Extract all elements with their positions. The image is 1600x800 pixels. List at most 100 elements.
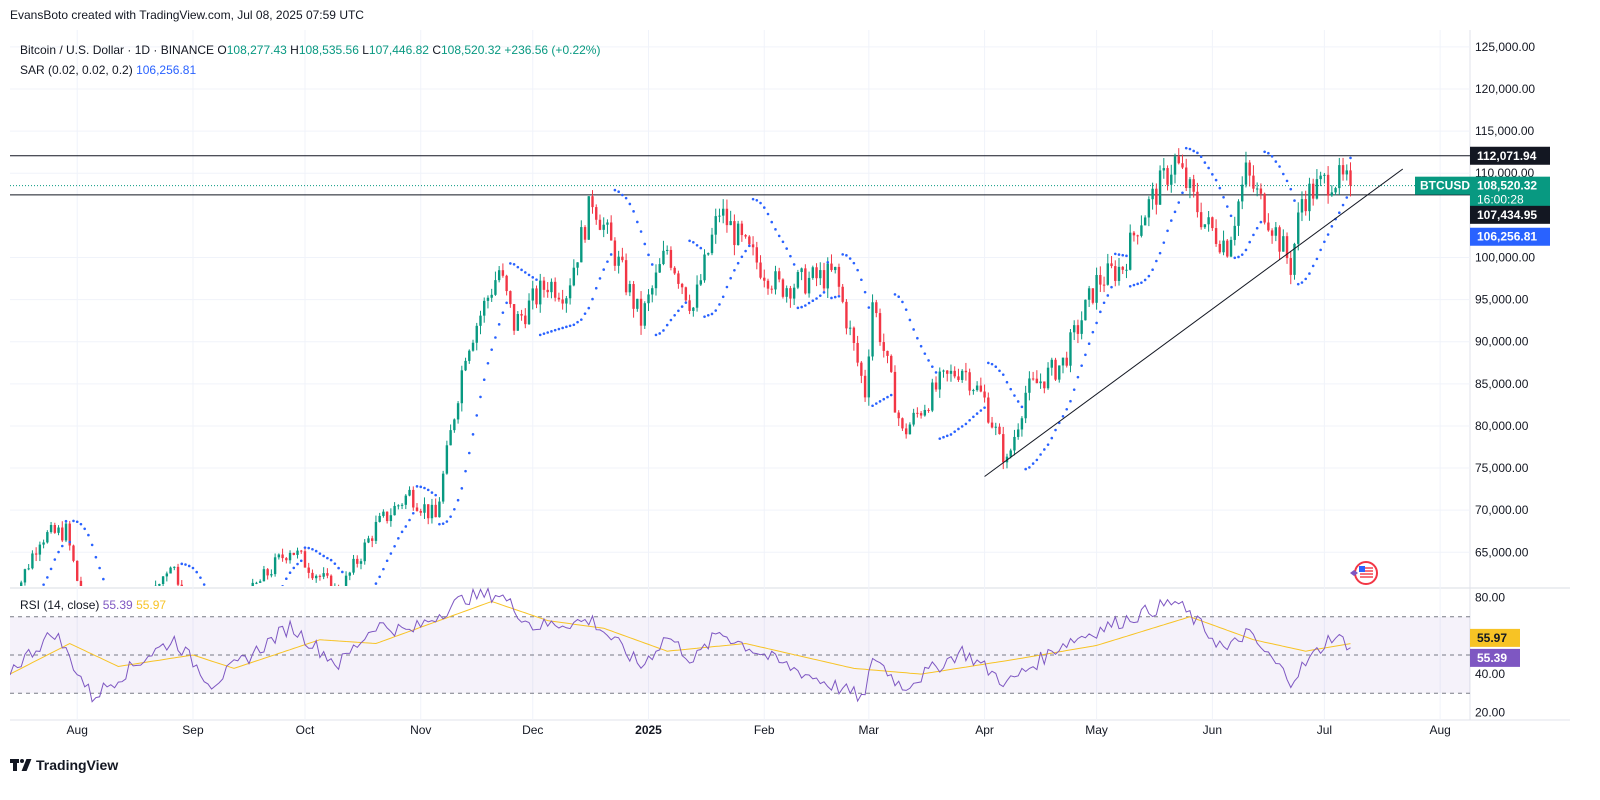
ohlc-close-value: 108,520.32 xyxy=(440,43,502,57)
candle-body xyxy=(987,397,990,423)
rsi-legend[interactable]: RSI (14, close) 55.39 55.97 xyxy=(20,598,166,612)
candle-body xyxy=(871,302,874,357)
sar-dot xyxy=(1039,453,1042,456)
candle-body xyxy=(665,249,669,251)
sar-dot xyxy=(512,262,516,266)
sar-dot xyxy=(572,323,576,327)
rsi-price-tag: 55.39 xyxy=(1477,651,1507,665)
candle-body xyxy=(669,249,673,268)
candle-body xyxy=(740,223,744,236)
sar-indicator-label[interactable]: SAR (0.02, 0.02, 0.2) xyxy=(20,63,133,77)
sar-dot xyxy=(281,584,284,586)
candle-body xyxy=(949,370,953,374)
candle-body xyxy=(792,287,796,299)
sar-dot xyxy=(419,485,423,489)
candle-body xyxy=(374,521,378,541)
sar-dot xyxy=(733,269,736,272)
candle-body xyxy=(658,264,661,273)
sar-dot xyxy=(322,554,325,558)
sar-dot xyxy=(710,312,714,316)
candle-body xyxy=(1013,436,1016,451)
sar-dot xyxy=(1013,394,1016,397)
sar-dot xyxy=(400,530,404,534)
sar-dot xyxy=(404,525,408,528)
candle-body xyxy=(916,412,919,414)
sar-dot xyxy=(1099,310,1102,314)
candle-body xyxy=(576,262,579,268)
candle-body xyxy=(931,382,934,411)
candle-body xyxy=(811,267,815,278)
sar-dot xyxy=(449,515,452,518)
sar-dot xyxy=(665,323,669,327)
price-axis-tick: 115,000.00 xyxy=(1475,124,1534,138)
sar-dot xyxy=(1113,252,1117,256)
sar-dot xyxy=(826,260,830,264)
sar-dot xyxy=(382,567,385,571)
candle-body xyxy=(505,275,508,292)
sar-dot xyxy=(1016,400,1020,403)
sar-dot xyxy=(1001,373,1005,376)
sar-price-tag-bg xyxy=(1470,227,1550,246)
sar-dot xyxy=(1046,443,1050,446)
candle-body xyxy=(475,325,478,343)
sar-dot xyxy=(766,212,770,216)
chart-frame[interactable]: 125,000.00 120,000.00 115,000.00 110,000.00… xyxy=(10,30,1570,760)
candle-body xyxy=(595,207,598,220)
sar-dot xyxy=(695,243,699,247)
candle-body xyxy=(180,584,183,586)
symbol-legend[interactable]: Bitcoin / U.S. Dollar · 1D · BINANCE O10… xyxy=(20,40,600,80)
sar-dot xyxy=(1177,201,1181,204)
candle-body xyxy=(76,560,79,581)
chart-credit: EvansBoto created with TradingView.com, … xyxy=(10,8,364,22)
sar-dot xyxy=(1065,407,1069,411)
price-change: +236.56 (+0.22%) xyxy=(504,43,601,57)
sar-dot xyxy=(998,369,1001,373)
candle-body xyxy=(1252,175,1255,189)
candle-body xyxy=(807,277,811,294)
sar-dot xyxy=(1132,283,1136,287)
sar-dot xyxy=(1121,253,1125,257)
candle-body xyxy=(352,558,355,573)
sar-dot xyxy=(393,544,396,548)
candle-body xyxy=(1207,217,1210,225)
candle-body xyxy=(1099,275,1102,285)
candle-body xyxy=(1158,170,1162,205)
sar-dot xyxy=(285,577,288,581)
sar-dot xyxy=(1020,405,1024,409)
candle-body xyxy=(632,284,635,309)
candle-body xyxy=(419,510,422,513)
chart-svg[interactable]: 125,000.00120,000.00115,000.00110,000.00… xyxy=(10,30,1570,760)
candle-body xyxy=(262,569,266,582)
candle-body xyxy=(27,568,30,570)
candle-body xyxy=(1270,230,1274,236)
candle-body xyxy=(281,554,284,559)
candle-body xyxy=(64,523,68,541)
candle-body xyxy=(1311,183,1315,199)
sar-dot xyxy=(397,537,400,540)
candle-body xyxy=(598,219,602,230)
ohlc-low-value: 107,446.82 xyxy=(368,43,429,57)
sar-dot xyxy=(1080,364,1083,367)
sar-dot xyxy=(957,427,960,431)
candle-body xyxy=(1058,365,1061,380)
candle-body xyxy=(23,569,27,583)
rsi-indicator-label[interactable]: RSI (14, close) xyxy=(20,598,100,612)
candle-body xyxy=(621,256,624,261)
sar-dot xyxy=(1300,281,1304,284)
sar-dot xyxy=(561,326,564,330)
candle-body xyxy=(1162,168,1166,171)
symbol-title[interactable]: Bitcoin / U.S. Dollar · 1D · BINANCE xyxy=(20,43,215,57)
sar-dot xyxy=(721,295,725,299)
candle-body xyxy=(748,236,751,245)
candle-body xyxy=(957,376,960,380)
sar-dot xyxy=(1128,284,1132,288)
sar-dot xyxy=(49,567,53,571)
candle-body xyxy=(1143,217,1147,226)
ohlc-low-label: L xyxy=(362,43,369,57)
candle-body xyxy=(520,314,523,316)
candle-body xyxy=(826,263,829,289)
sar-dot xyxy=(945,434,949,438)
candle-body xyxy=(867,356,871,398)
tradingview-logo[interactable]: TradingView xyxy=(10,757,118,773)
sar-dot xyxy=(1184,146,1188,150)
